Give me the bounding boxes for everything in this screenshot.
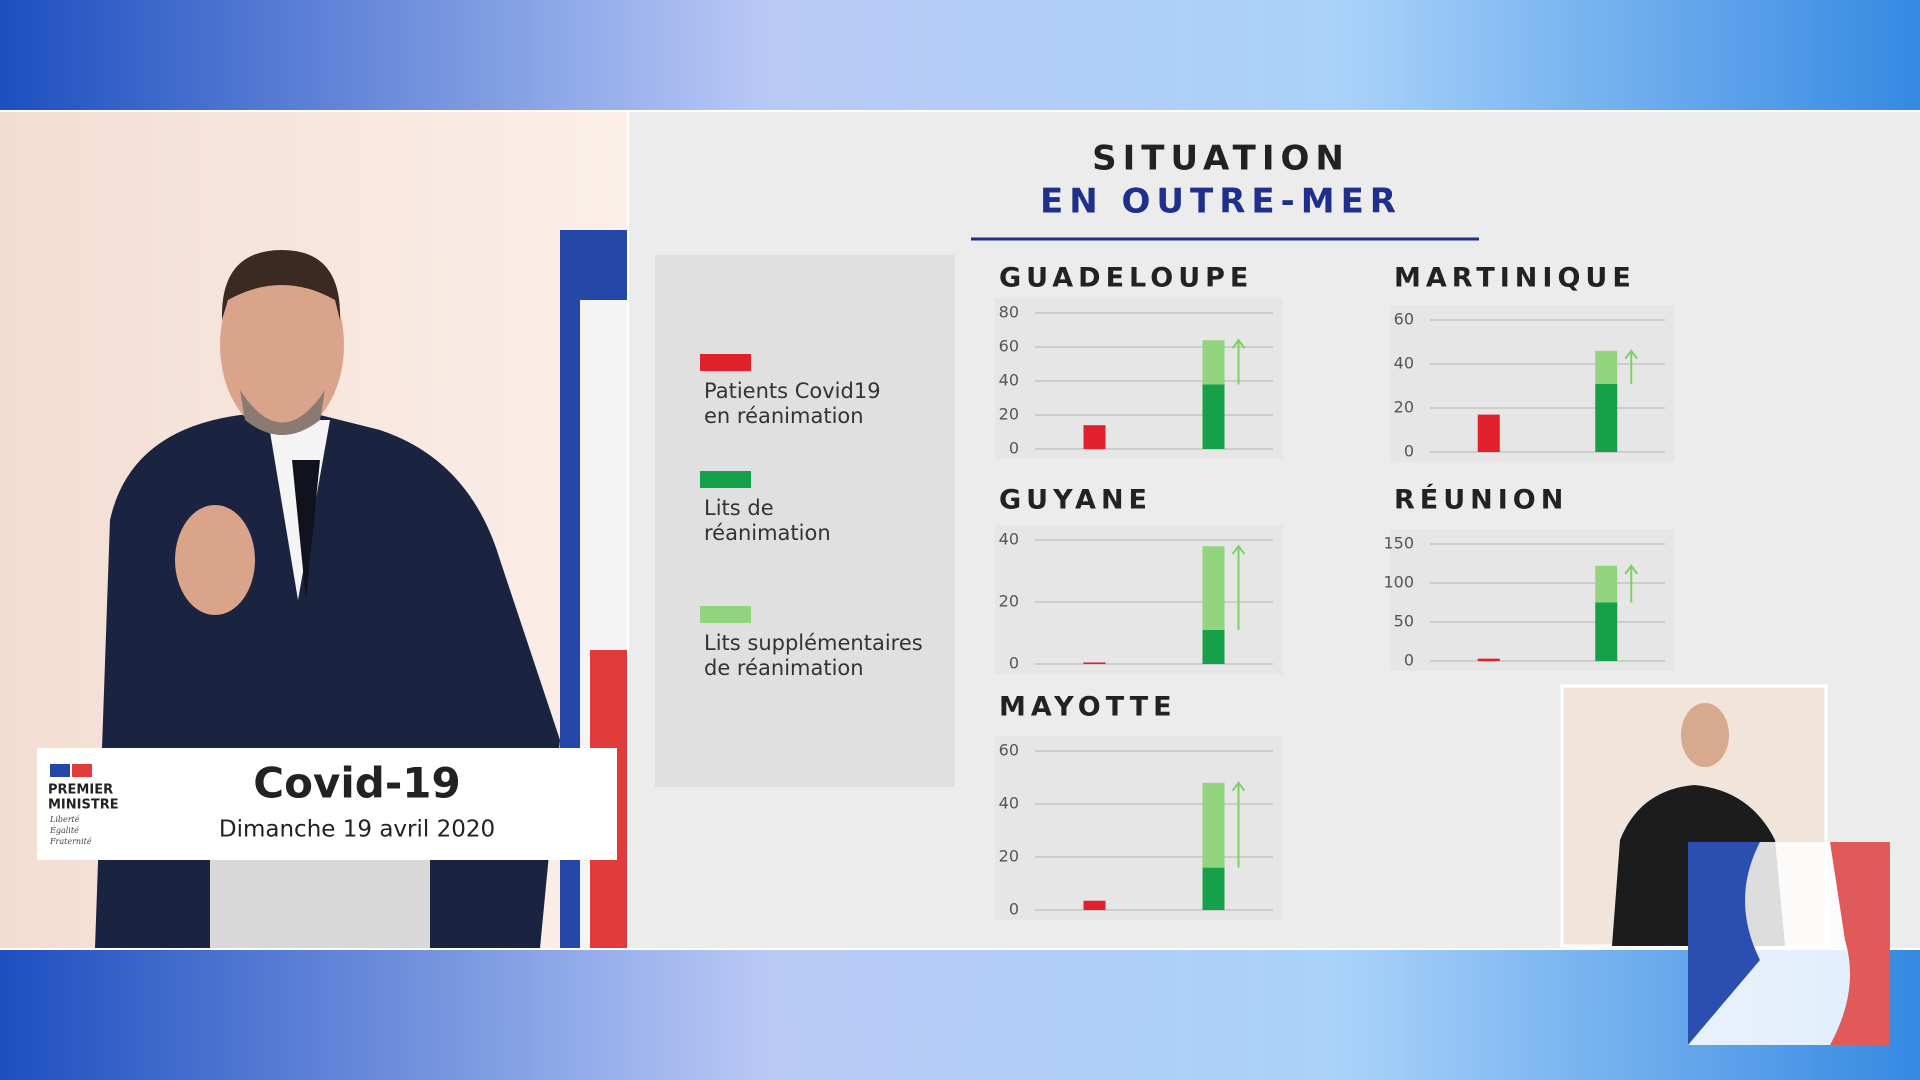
bar [1083,425,1106,449]
legend-label: de réanimation [704,656,864,680]
y-tick-label: 60 [999,741,1019,760]
speaker [220,255,344,435]
arrow [1231,781,1246,792]
bar [1202,340,1225,385]
bar [1477,414,1500,452]
y-tick-label: 0 [1009,900,1019,919]
y-tick-label: 20 [999,405,1019,424]
hand [175,505,255,615]
motto: Égalité [49,826,79,835]
y-tick-label: 0 [1009,439,1019,458]
bar [1202,546,1225,630]
podium [37,748,617,860]
y-tick-label: 40 [1394,354,1414,373]
chart-title: MAYOTTE [999,692,1177,723]
podium-date: Dimanche 19 avril 2020 [219,817,495,843]
bar [1595,383,1618,452]
y-tick-label: 40 [999,530,1019,549]
chart-title: MARTINIQUE [1394,263,1636,294]
speaker [240,390,325,435]
y-tick-label: 40 [999,371,1019,390]
bar [1202,867,1225,910]
y-tick-label: 60 [1394,310,1414,329]
motto: Fraternité [49,837,92,846]
y-tick-label: 150 [1383,534,1414,553]
podium-stand [210,860,430,948]
slide-subtitle: EN OUTRE-MER [1040,182,1402,222]
y-tick-label: 50 [1394,612,1414,631]
top-banner [0,0,1920,110]
chart-title: GUYANE [999,485,1152,516]
motto: Liberté [49,815,80,824]
interpreter [1681,703,1729,767]
logo-marianne [1830,842,1890,1045]
chart-area [995,736,1283,920]
bar [1595,565,1618,603]
arrow [1231,544,1246,555]
org: PREMIER [48,783,113,798]
bar [1202,629,1225,664]
y-tick-label: 0 [1404,651,1414,670]
legend-swatch [700,471,751,488]
logo-marianne [1688,842,1760,1045]
legend-label: Patients Covid19 [704,379,881,403]
arrow [1624,564,1639,575]
legend-label: Lits de [704,496,774,520]
y-tick-label: 0 [1404,442,1414,461]
chart-title: GUADELOUPE [999,263,1253,294]
chart-area [1390,529,1675,671]
legend-label: Lits supplémentaires [704,631,923,655]
legend-swatch [700,354,751,371]
arrow [1624,349,1639,360]
chart-title: RÉUNION [1394,484,1568,516]
chart-area [995,298,1283,459]
chart-area [1390,305,1675,462]
y-tick-label: 60 [999,337,1019,356]
y-tick-label: 20 [999,592,1019,611]
logo [50,764,70,777]
bar [1477,658,1500,661]
bar [1083,662,1106,664]
bar [1202,782,1225,868]
legend-label: réanimation [704,521,831,545]
bar [1595,350,1618,384]
slide-title: SITUATION [1092,139,1350,179]
y-tick-label: 80 [999,303,1019,322]
org: MINISTRE [48,798,119,813]
y-tick-label: 0 [1009,654,1019,673]
y-tick-label: 40 [999,794,1019,813]
logo [72,764,92,777]
speaker [221,250,341,320]
podium-title: Covid-19 [253,759,460,808]
speaker [292,460,320,600]
y-tick-label: 100 [1383,573,1414,592]
arrow [1231,338,1246,349]
legend-swatch [700,606,751,623]
legend-label: en réanimation [704,404,864,428]
legend-box [655,255,955,787]
bar [1595,602,1618,661]
y-tick-label: 20 [999,847,1019,866]
bar [1083,900,1106,910]
bar [1202,384,1225,449]
y-tick-label: 20 [1394,398,1414,417]
bottom-banner [0,950,1920,1080]
